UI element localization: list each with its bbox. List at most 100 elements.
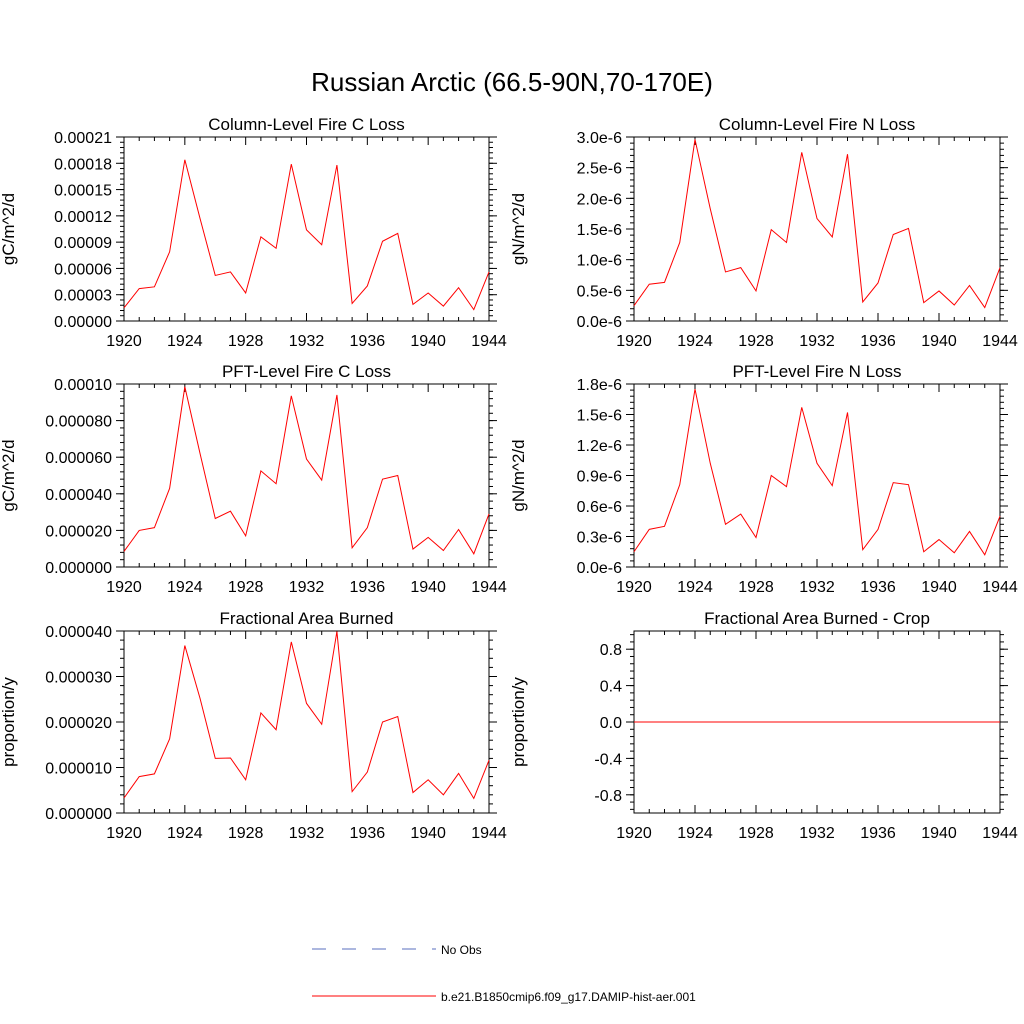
y-tick-label: 0.00021 <box>54 130 112 147</box>
y-tick-label: 0.000000 <box>45 806 112 823</box>
series-line <box>633 388 1001 556</box>
x-tick-label: 1936 <box>860 333 896 350</box>
chart-panel-1: Column-Level Fire C Loss gC/m^2/d 1920 1924… <box>0 115 507 350</box>
x-tick-label: 1940 <box>921 825 957 842</box>
x-tick-label: 1944 <box>982 825 1018 842</box>
x-tick-label: 1936 <box>350 333 386 350</box>
y-axis-label: gN/m^2/d <box>509 193 528 265</box>
x-tick-label: 1928 <box>228 579 264 596</box>
y-tick-label: 2.5e-6 <box>577 161 622 178</box>
x-tick-label: 1940 <box>410 333 446 350</box>
y-tick-label: 0.00010 <box>54 377 112 394</box>
x-tick-label: 1932 <box>799 825 835 842</box>
y-tick-label: 0.000060 <box>45 450 112 467</box>
y-tick-label: 0.000020 <box>45 715 112 732</box>
x-tick-label: 1944 <box>471 579 507 596</box>
y-tick-label: 0.000040 <box>45 624 112 641</box>
y-tick-label: 3.0e-6 <box>577 130 622 147</box>
y-tick-label: 2.0e-6 <box>577 191 622 208</box>
y-tick-label: 0.0e-6 <box>577 314 622 331</box>
y-tick-label: 1.5e-6 <box>577 222 622 239</box>
y-tick-label: 0.0e-6 <box>577 560 622 577</box>
x-tick-label: 1932 <box>289 579 325 596</box>
chart-panels: Column-Level Fire C Loss gC/m^2/d 1920 1924… <box>0 115 1018 842</box>
y-tick-label: 0.000000 <box>45 560 112 577</box>
chart-panel-6: Fractional Area Burned - Crop proportion/… <box>509 609 1018 842</box>
x-tick-label: 1924 <box>677 825 713 842</box>
y-tick-label: 0.00015 <box>54 183 112 200</box>
y-tick-label: 1.0e-6 <box>577 253 622 270</box>
x-tick-label: 1924 <box>677 333 713 350</box>
chart-panel-5: Fractional Area Burned proportion/y 1920 19… <box>0 609 507 842</box>
y-axis-label: gC/m^2/d <box>0 193 18 265</box>
series-line <box>123 631 490 800</box>
chart-panel-4: PFT-Level Fire N Loss gN/m^2/d 1920 1924 192… <box>509 362 1018 596</box>
x-tick-label: 1920 <box>106 333 142 350</box>
x-tick-label: 1944 <box>982 579 1018 596</box>
y-tick-label: 0.00003 <box>54 288 112 305</box>
x-tick-label: 1940 <box>921 333 957 350</box>
y-tick-label: 0.00000 <box>54 314 112 331</box>
y-tick-label: 0.4 <box>600 679 622 696</box>
y-tick-label: 1.5e-6 <box>577 408 622 425</box>
y-tick-label: -0.4 <box>594 751 622 768</box>
x-tick-label: 1924 <box>677 579 713 596</box>
x-tick-label: 1944 <box>471 333 507 350</box>
y-tick-label: -0.8 <box>594 788 622 805</box>
x-tick-label: 1936 <box>350 825 386 842</box>
x-tick-label: 1920 <box>616 825 652 842</box>
x-tick-label: 1944 <box>471 825 507 842</box>
y-tick-label: 0.3e-6 <box>577 530 622 547</box>
x-tick-label: 1920 <box>106 825 142 842</box>
plot-frame <box>123 383 490 568</box>
x-tick-label: 1920 <box>616 333 652 350</box>
chart-title: PFT-Level Fire N Loss <box>732 362 901 381</box>
x-tick-label: 1928 <box>738 579 774 596</box>
x-tick-label: 1924 <box>167 333 203 350</box>
x-tick-label: 1936 <box>860 579 896 596</box>
x-tick-label: 1928 <box>738 825 774 842</box>
page-title: Russian Arctic (66.5-90N,70-170E) <box>311 67 713 97</box>
y-tick-label: 1.8e-6 <box>577 377 622 394</box>
y-tick-label: 0.8 <box>600 642 622 659</box>
series-line <box>633 139 1001 309</box>
y-tick-label: 0.000020 <box>45 523 112 540</box>
x-tick-label: 1920 <box>106 579 142 596</box>
chart-title: Fractional Area Burned - Crop <box>704 609 930 628</box>
x-tick-label: 1936 <box>860 825 896 842</box>
y-tick-label: 1.2e-6 <box>577 438 622 455</box>
plot-frame <box>633 136 1001 322</box>
y-tick-label: 0.5e-6 <box>577 283 622 300</box>
y-axis-label: proportion/y <box>0 677 18 767</box>
chart-title: PFT-Level Fire C Loss <box>222 362 391 381</box>
x-tick-label: 1932 <box>799 579 835 596</box>
x-tick-label: 1944 <box>982 333 1018 350</box>
chart-panel-3: PFT-Level Fire C Loss gC/m^2/d 1920 1924 192… <box>0 362 507 596</box>
chart-title: Column-Level Fire N Loss <box>719 115 916 134</box>
y-tick-label: 0.6e-6 <box>577 499 622 516</box>
y-tick-label: 0.000030 <box>45 670 112 687</box>
y-tick-label: 0.9e-6 <box>577 469 622 486</box>
x-tick-label: 1932 <box>289 825 325 842</box>
chart-title: Fractional Area Burned <box>220 609 394 628</box>
y-tick-label: 0.000040 <box>45 487 112 504</box>
y-tick-label: 0.00006 <box>54 261 112 278</box>
y-axis-label: proportion/y <box>509 677 528 767</box>
x-tick-label: 1932 <box>289 333 325 350</box>
series-line <box>123 386 490 555</box>
x-tick-label: 1940 <box>921 579 957 596</box>
x-tick-label: 1928 <box>228 825 264 842</box>
y-tick-label: 0.000010 <box>45 761 112 778</box>
x-tick-label: 1940 <box>410 579 446 596</box>
x-tick-label: 1924 <box>167 579 203 596</box>
y-tick-label: 0.00012 <box>54 209 112 226</box>
legend: No Obs b.e21.B1850cmip6.f09_g17.DAMIP-hi… <box>312 943 696 1004</box>
x-tick-label: 1932 <box>799 333 835 350</box>
x-tick-label: 1920 <box>616 579 652 596</box>
x-tick-label: 1924 <box>167 825 203 842</box>
chart-panel-2: Column-Level Fire N Loss gN/m^2/d 1920 1924… <box>509 115 1018 350</box>
y-axis-label: gC/m^2/d <box>0 439 18 511</box>
x-tick-label: 1928 <box>228 333 264 350</box>
legend-model-label: b.e21.B1850cmip6.f09_g17.DAMIP-hist-aer.… <box>441 990 696 1004</box>
